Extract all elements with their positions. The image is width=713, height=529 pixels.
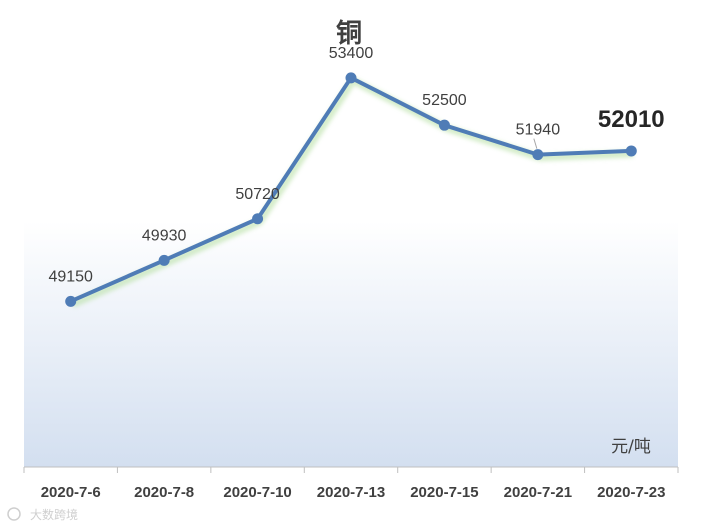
data-point xyxy=(158,254,170,266)
data-label-leader-line xyxy=(533,138,538,149)
data-label-highlight: 52010 xyxy=(598,106,665,133)
data-label: 53400 xyxy=(329,45,374,62)
data-label: 49930 xyxy=(142,227,187,244)
x-tick-label: 2020-7-10 xyxy=(223,484,291,501)
chart-title: 铜 xyxy=(336,19,362,49)
data-point xyxy=(252,213,264,225)
data-label: 49150 xyxy=(48,268,93,285)
x-tick-label: 2020-7-13 xyxy=(317,484,385,501)
data-point xyxy=(65,295,77,307)
watermark-text: 大数跨境 xyxy=(30,507,78,522)
data-point xyxy=(345,72,357,84)
x-tick-label: 2020-7-21 xyxy=(504,484,572,501)
watermark: 大数跨境 xyxy=(7,507,78,522)
x-tick-label: 2020-7-23 xyxy=(597,484,665,501)
data-point xyxy=(438,119,450,131)
data-label: 51940 xyxy=(516,122,561,139)
data-label: 52500 xyxy=(422,92,467,109)
watermark-logo-icon xyxy=(7,507,21,521)
data-label: 50720 xyxy=(235,186,280,203)
x-tick-label: 2020-7-6 xyxy=(41,484,101,501)
plot-area-background xyxy=(24,20,678,467)
x-tick-label: 2020-7-8 xyxy=(134,484,194,501)
x-axis xyxy=(23,466,679,473)
x-tick-labels: 2020-7-6 2020-7-8 2020-7-10 2020-7-13 2020-7… xyxy=(41,484,666,501)
unit-label: 元/吨 xyxy=(611,437,651,457)
data-point xyxy=(532,149,544,161)
data-point xyxy=(625,145,637,157)
x-tick-label: 2020-7-15 xyxy=(410,484,478,501)
data-labels: 49150 49930 50720 53400 52500 51940 52010 xyxy=(48,45,664,285)
data-points xyxy=(65,72,637,307)
